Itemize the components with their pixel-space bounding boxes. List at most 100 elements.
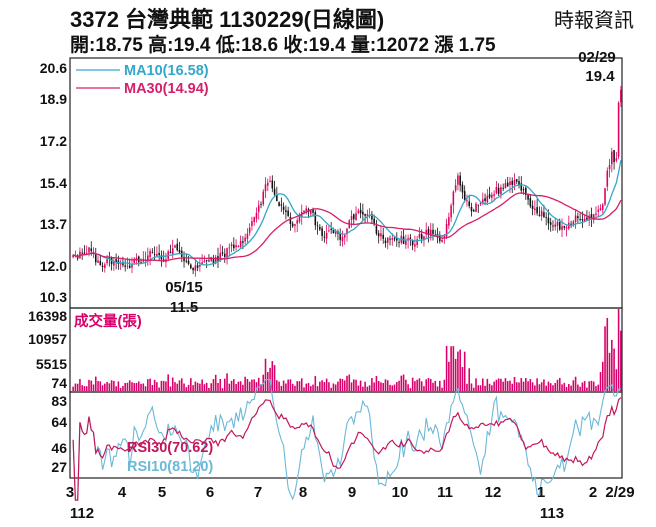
volume-bar bbox=[380, 382, 382, 391]
volume-bar bbox=[359, 380, 362, 391]
x-tick-label: 6 bbox=[206, 484, 214, 501]
volume-bar bbox=[153, 379, 156, 391]
volume-bar bbox=[375, 376, 378, 391]
candle-body bbox=[76, 257, 79, 259]
volume-y-tick-label: 74 bbox=[51, 375, 67, 391]
candle-body bbox=[244, 237, 246, 242]
candle-body bbox=[393, 238, 396, 240]
candle-body bbox=[328, 230, 330, 232]
volume-bar bbox=[253, 379, 255, 391]
volume-bar bbox=[210, 383, 212, 391]
candle-body bbox=[239, 240, 242, 247]
volume-bar bbox=[264, 358, 267, 391]
volume-bar bbox=[251, 379, 253, 391]
candle-body bbox=[271, 180, 274, 189]
candle-body bbox=[425, 230, 428, 235]
volume-bar bbox=[183, 383, 185, 391]
volume-bar bbox=[319, 381, 321, 391]
volume-bar bbox=[169, 386, 172, 391]
candle-body bbox=[355, 213, 357, 221]
candle-body bbox=[359, 209, 362, 214]
volume-bar bbox=[454, 358, 457, 391]
candle-body bbox=[124, 265, 126, 267]
volume-bar bbox=[525, 378, 527, 391]
candle-body bbox=[253, 217, 255, 223]
candle-body bbox=[199, 264, 201, 267]
candle-body bbox=[463, 191, 466, 201]
candle-body bbox=[339, 233, 342, 240]
candle-body bbox=[482, 199, 484, 203]
price-y-tick-label: 15.4 bbox=[40, 175, 67, 191]
candle-body bbox=[312, 209, 314, 213]
candle-body bbox=[377, 233, 380, 237]
candle-body bbox=[572, 221, 575, 226]
candle-body bbox=[454, 185, 457, 191]
volume-bar bbox=[377, 381, 380, 391]
candle-body bbox=[590, 214, 593, 219]
volume-bar bbox=[488, 383, 491, 391]
candle-body bbox=[276, 194, 278, 201]
volume-bar bbox=[113, 380, 115, 391]
candle-body bbox=[194, 265, 197, 271]
volume-bar bbox=[296, 381, 298, 391]
candle-body bbox=[491, 194, 493, 198]
candle-body bbox=[289, 217, 292, 225]
volume-bar bbox=[101, 385, 104, 391]
volume-bar bbox=[88, 379, 90, 391]
volume-bar bbox=[343, 380, 346, 391]
candle-body bbox=[577, 216, 579, 219]
volume-bar bbox=[611, 339, 613, 391]
candle-body bbox=[513, 179, 516, 186]
candle-body bbox=[484, 198, 486, 201]
candle-body bbox=[196, 265, 199, 268]
volume-bar bbox=[561, 384, 563, 391]
candle-body bbox=[543, 212, 545, 218]
volume-bar bbox=[491, 385, 493, 391]
volume-bar bbox=[389, 384, 391, 391]
volume-bar bbox=[588, 381, 590, 391]
volume-bar bbox=[513, 376, 516, 391]
candle-body bbox=[251, 221, 253, 227]
volume-bar bbox=[214, 374, 217, 391]
x-tick-label: 4 bbox=[118, 484, 127, 501]
volume-bar bbox=[196, 382, 199, 391]
candle-body bbox=[525, 187, 527, 195]
candle-body bbox=[477, 204, 480, 206]
candle-body bbox=[160, 255, 163, 260]
volume-bar bbox=[219, 378, 222, 391]
candle-body bbox=[248, 227, 251, 233]
volume-bar bbox=[223, 378, 226, 391]
candle-body bbox=[357, 210, 360, 213]
candle-body bbox=[242, 241, 244, 243]
volume-bar bbox=[497, 378, 500, 391]
price-y-tick-label: 17.2 bbox=[40, 133, 67, 149]
candle-body bbox=[504, 183, 507, 189]
volume-bar bbox=[135, 382, 138, 391]
candle-body bbox=[583, 218, 586, 222]
volume-bar bbox=[617, 309, 620, 391]
volume-bar bbox=[386, 380, 389, 391]
candle-body bbox=[169, 251, 172, 254]
volume-bar bbox=[457, 351, 459, 391]
volume-bar bbox=[158, 387, 160, 391]
rsi30-line bbox=[72, 397, 622, 501]
indicator-lines bbox=[72, 160, 622, 501]
volume-panel bbox=[69, 307, 623, 393]
volume-bar bbox=[124, 383, 126, 391]
volume-bar bbox=[74, 383, 77, 391]
candle-body bbox=[330, 228, 332, 231]
candle-body bbox=[346, 228, 348, 235]
volume-bar bbox=[289, 379, 292, 391]
volume-bar bbox=[126, 382, 129, 391]
volume-bar bbox=[205, 382, 208, 391]
high-date-label: 02/29 bbox=[578, 49, 616, 66]
candle-body bbox=[221, 252, 224, 254]
volume-bar bbox=[156, 382, 158, 391]
volume-bar bbox=[246, 378, 249, 391]
volume-bar bbox=[348, 374, 351, 391]
candle-body bbox=[246, 233, 249, 239]
volume-bar bbox=[330, 387, 332, 391]
volume-bar bbox=[479, 385, 482, 391]
volume-bar bbox=[538, 384, 541, 391]
candle-body bbox=[325, 232, 328, 239]
